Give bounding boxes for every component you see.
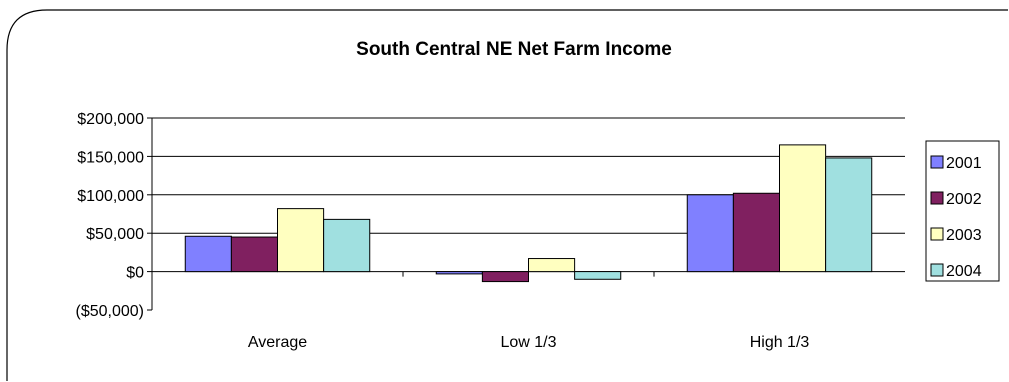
bar-2004-high-1-3 [825,157,873,273]
x-tick-label: High 1/3 [750,334,810,351]
bar-2001-average [184,235,232,273]
legend-label-2002: 2002 [946,191,982,208]
legend-swatch-2002 [930,191,944,205]
legend-swatch-2003 [930,227,944,241]
bar-2001-low-1-3 [435,271,483,275]
legend: 2001 2002 2003 2004 [925,140,1000,282]
x-tick-label: Low 1/3 [500,334,556,351]
legend-label-2001: 2001 [946,155,982,172]
bar-2001-high-1-3 [686,194,734,273]
bar-2003-average [277,208,325,273]
y-tick-label: $50,000 [86,226,144,243]
chart-border [6,9,1008,381]
y-tick-label: $0 [126,265,144,282]
bar-2002-low-1-3 [481,271,530,283]
bar-2002-average [230,236,279,273]
chart-title: South Central NE Net Farm Income [356,39,672,60]
bar-2003-low-1-3 [528,258,576,273]
bar-2004-low-1-3 [574,271,622,280]
legend-label-2003: 2003 [946,227,982,244]
y-tick-label: $200,000 [77,111,144,128]
y-tick-label: $150,000 [77,149,144,166]
x-tick-label: Average [248,334,307,351]
legend-label-2004: 2004 [946,263,982,280]
y-axis-labels: ($50,000) $0 $50,000 $100,000 $150,000 $200,0… [76,111,145,320]
legend-swatch-2004 [930,263,944,277]
bar-2003-high-1-3 [779,144,827,273]
y-tick-label: $100,000 [77,188,144,205]
bars [184,144,873,283]
bar-2004-average [323,218,371,273]
y-tick-label: ($50,000) [76,303,145,320]
x-axis-labels: Average Low 1/3 High 1/3 [248,334,810,351]
legend-swatch-2001 [930,155,944,169]
bar-2002-high-1-3 [732,192,780,273]
